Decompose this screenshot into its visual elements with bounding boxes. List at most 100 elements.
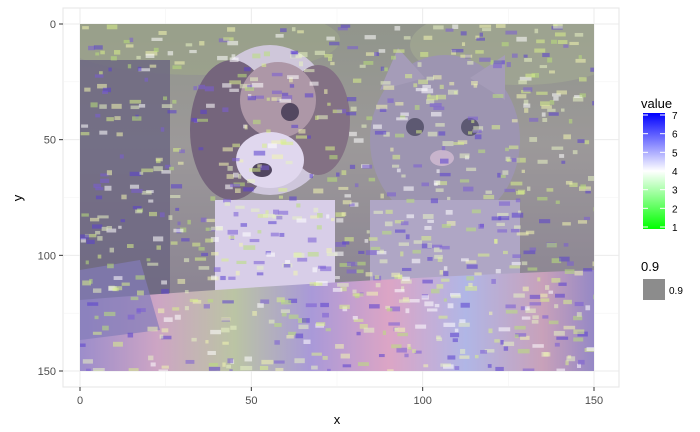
heatmap-tile [252,119,261,125]
heatmap-tile [222,147,233,152]
heatmap-tile [107,263,114,269]
heatmap-tile [434,303,440,308]
heatmap-tile [440,363,451,367]
heatmap-tile [379,259,388,264]
heatmap-tile [414,350,422,354]
heatmap-tile [120,219,126,223]
heatmap-tile [402,276,410,281]
heatmap-tile [394,327,406,332]
heatmap-tile [454,328,459,333]
heatmap-tile [146,258,151,262]
heatmap-tile [287,75,299,79]
heatmap-tile [244,124,248,130]
heatmap-tile [436,337,443,342]
heatmap-tile [378,49,386,53]
heatmap-tile [320,302,329,308]
fill-legend-title: value [641,96,672,111]
fill-legend-colorbar [643,113,665,229]
heatmap-tile [229,369,233,371]
heatmap-tile [247,178,256,184]
heatmap-tile [520,306,527,311]
heatmap-tile [174,314,181,320]
heatmap-tile [153,47,159,53]
heatmap-tile [491,216,502,221]
heatmap-tile [439,84,444,90]
heatmap-tile [461,258,469,262]
heatmap-tile [313,282,323,286]
heatmap-tile [361,124,367,128]
y-axis-title: y [10,194,25,201]
heatmap-tile [465,286,478,291]
heatmap-tile [89,278,93,284]
heatmap-tile [445,28,454,32]
heatmap-tile [189,49,197,54]
heatmap-tile [422,214,434,219]
heatmap-tile [372,124,382,129]
heatmap-tile [280,309,290,314]
heatmap-tile [161,170,171,174]
heatmap-tile [126,244,134,248]
heatmap-tile [161,104,173,108]
heatmap-tile [531,72,540,78]
heatmap-tile [459,153,470,159]
heatmap-tile [461,42,466,46]
heatmap-tile [516,36,527,42]
heatmap-tile [585,305,591,311]
heatmap-tile [234,188,241,194]
heatmap-tile [391,272,401,277]
heatmap-tile [366,291,379,296]
heatmap-tile [346,111,357,116]
heatmap-tile [151,37,163,41]
heatmap-tile [108,67,112,72]
heatmap-tile [390,306,401,312]
heatmap-tile [265,210,269,215]
heatmap-tile [88,45,95,51]
heatmap-tile [352,289,357,294]
legend-tick-label: 3 [672,186,678,197]
heatmap-tile [500,340,504,345]
alpha-legend-title: 0.9 [641,259,659,274]
heatmap-tile [218,162,229,166]
heatmap-tile [303,69,315,73]
heatmap-tile [240,365,253,371]
heatmap-tile [524,306,530,311]
heatmap-tile [211,275,217,280]
heatmap-tile [106,225,112,230]
heatmap-tile [145,51,158,56]
heatmap-tile [540,101,550,106]
heatmap-tile [347,46,359,50]
heatmap-tile [325,146,335,151]
heatmap-tile [257,213,268,218]
x-tick-label: 50 [245,395,257,407]
heatmap-tile [502,170,509,175]
heatmap-tile [445,209,453,215]
heatmap-tile [563,325,576,330]
heatmap-tile [158,30,167,35]
heatmap-tile [515,190,525,195]
heatmap-tile [497,229,508,233]
heatmap-tile [584,140,590,145]
heatmap-tile [560,108,565,112]
heatmap-tile [439,158,449,164]
heatmap-tile [430,111,442,117]
heatmap-tile [157,308,165,314]
heatmap-tile [207,350,216,355]
legend-tick-label: 2 [672,204,678,215]
heatmap-tile [375,282,381,288]
heatmap-tile [427,131,438,137]
heatmap-tile [286,335,294,339]
heatmap-tile [99,71,103,75]
heatmap-tile [94,315,99,320]
heatmap-tile [165,164,171,169]
heatmap-tile [557,40,568,45]
heatmap-tile [135,275,145,280]
heatmap-tile [423,364,429,368]
heatmap-tile [523,250,536,255]
heatmap-tile [495,269,501,274]
heatmap-tile [396,168,401,173]
heatmap-tile [99,104,107,109]
heatmap-tile [316,225,322,230]
heatmap-tile [261,63,267,68]
heatmap-tile [97,215,109,219]
heatmap-tile [112,341,123,347]
